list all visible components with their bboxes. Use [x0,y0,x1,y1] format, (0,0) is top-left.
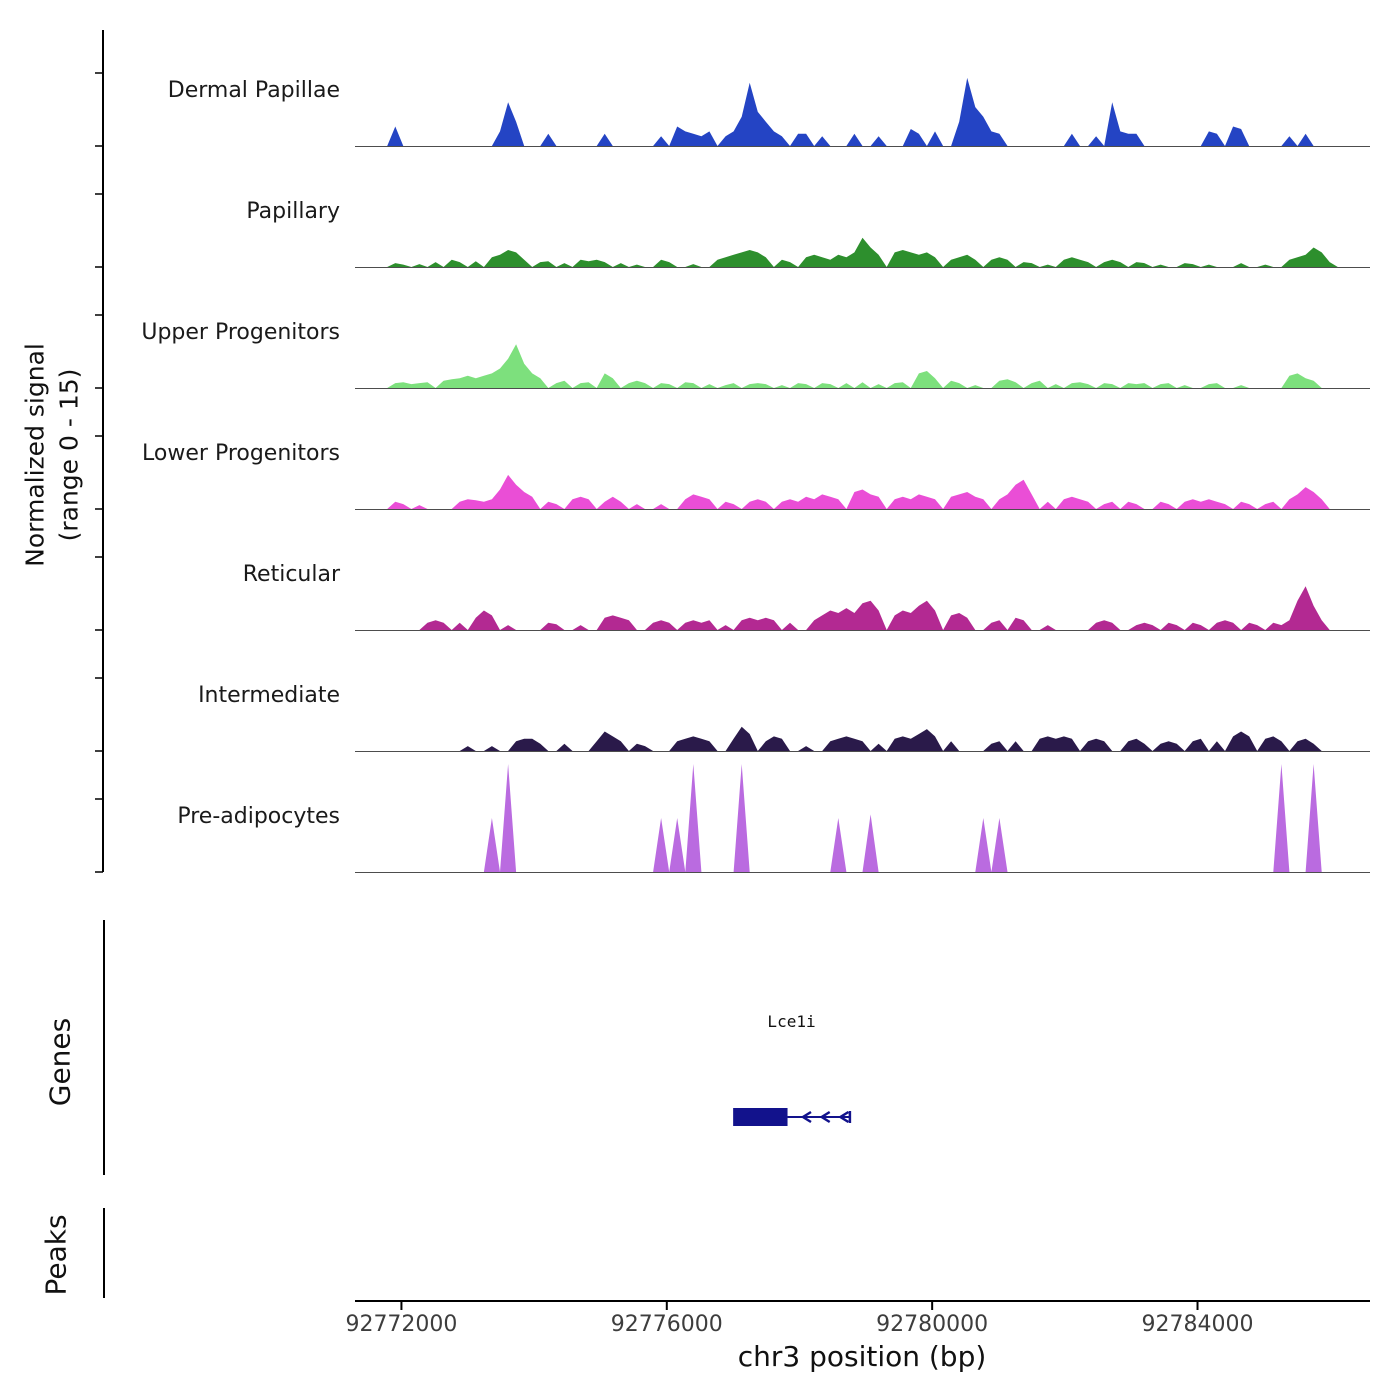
gene-strand-arrow-icon [819,1110,831,1124]
x-tick-label-92776000: 92776000 [610,1312,723,1337]
signal-area-papillary [355,237,1370,267]
signal-track-upper-progenitors [355,344,1370,389]
track-label-lower-progenitors: Lower Progenitors [142,441,340,466]
x-tick-label-92780000: 92780000 [876,1312,989,1337]
gene-glyph-lce1i [733,1108,852,1126]
y-axis-label-line1: Normalized signal [20,343,50,567]
gene-name-label: Lce1i [767,1012,816,1031]
signal-track-papillary [355,237,1370,268]
track-label-upper-progenitors: Upper Progenitors [141,320,340,345]
gene-strand-arrow-icon [800,1110,812,1124]
track-label-pre-adipocytes: Pre-adipocytes [177,804,340,829]
gene-exon-box [733,1108,788,1126]
signal-track-intermediate [355,726,1370,752]
signal-area-dermal-papillae [355,77,1370,146]
signal-area-pre-adipocytes [355,764,1370,872]
track-label-intermediate: Intermediate [198,683,340,708]
signal-track-lower-progenitors [355,474,1370,510]
signal-area-lower-progenitors [355,474,1370,509]
signal-track-pre-adipocytes [355,764,1370,873]
peaks-section-label: Peaks [39,1214,73,1296]
signal-track-reticular [355,586,1370,631]
x-tick-label-92772000: 92772000 [345,1312,458,1337]
y-axis-label: Normalized signal (range 0 - 15) [18,343,86,567]
gene-strand-arrow-icon [838,1110,850,1124]
track-label-dermal-papillae: Dermal Papillae [167,78,340,103]
track-label-papillary: Papillary [246,199,340,224]
track-label-reticular: Reticular [242,562,340,587]
signal-track-dermal-papillae [355,77,1370,147]
signal-area-intermediate [355,726,1370,751]
signal-area-upper-progenitors [355,344,1370,388]
genes-section-label: Genes [43,1017,77,1107]
x-tick-label-92784000: 92784000 [1141,1312,1254,1337]
signal-area-reticular [355,586,1370,630]
x-axis-title: chr3 position (bp) [737,1340,987,1373]
